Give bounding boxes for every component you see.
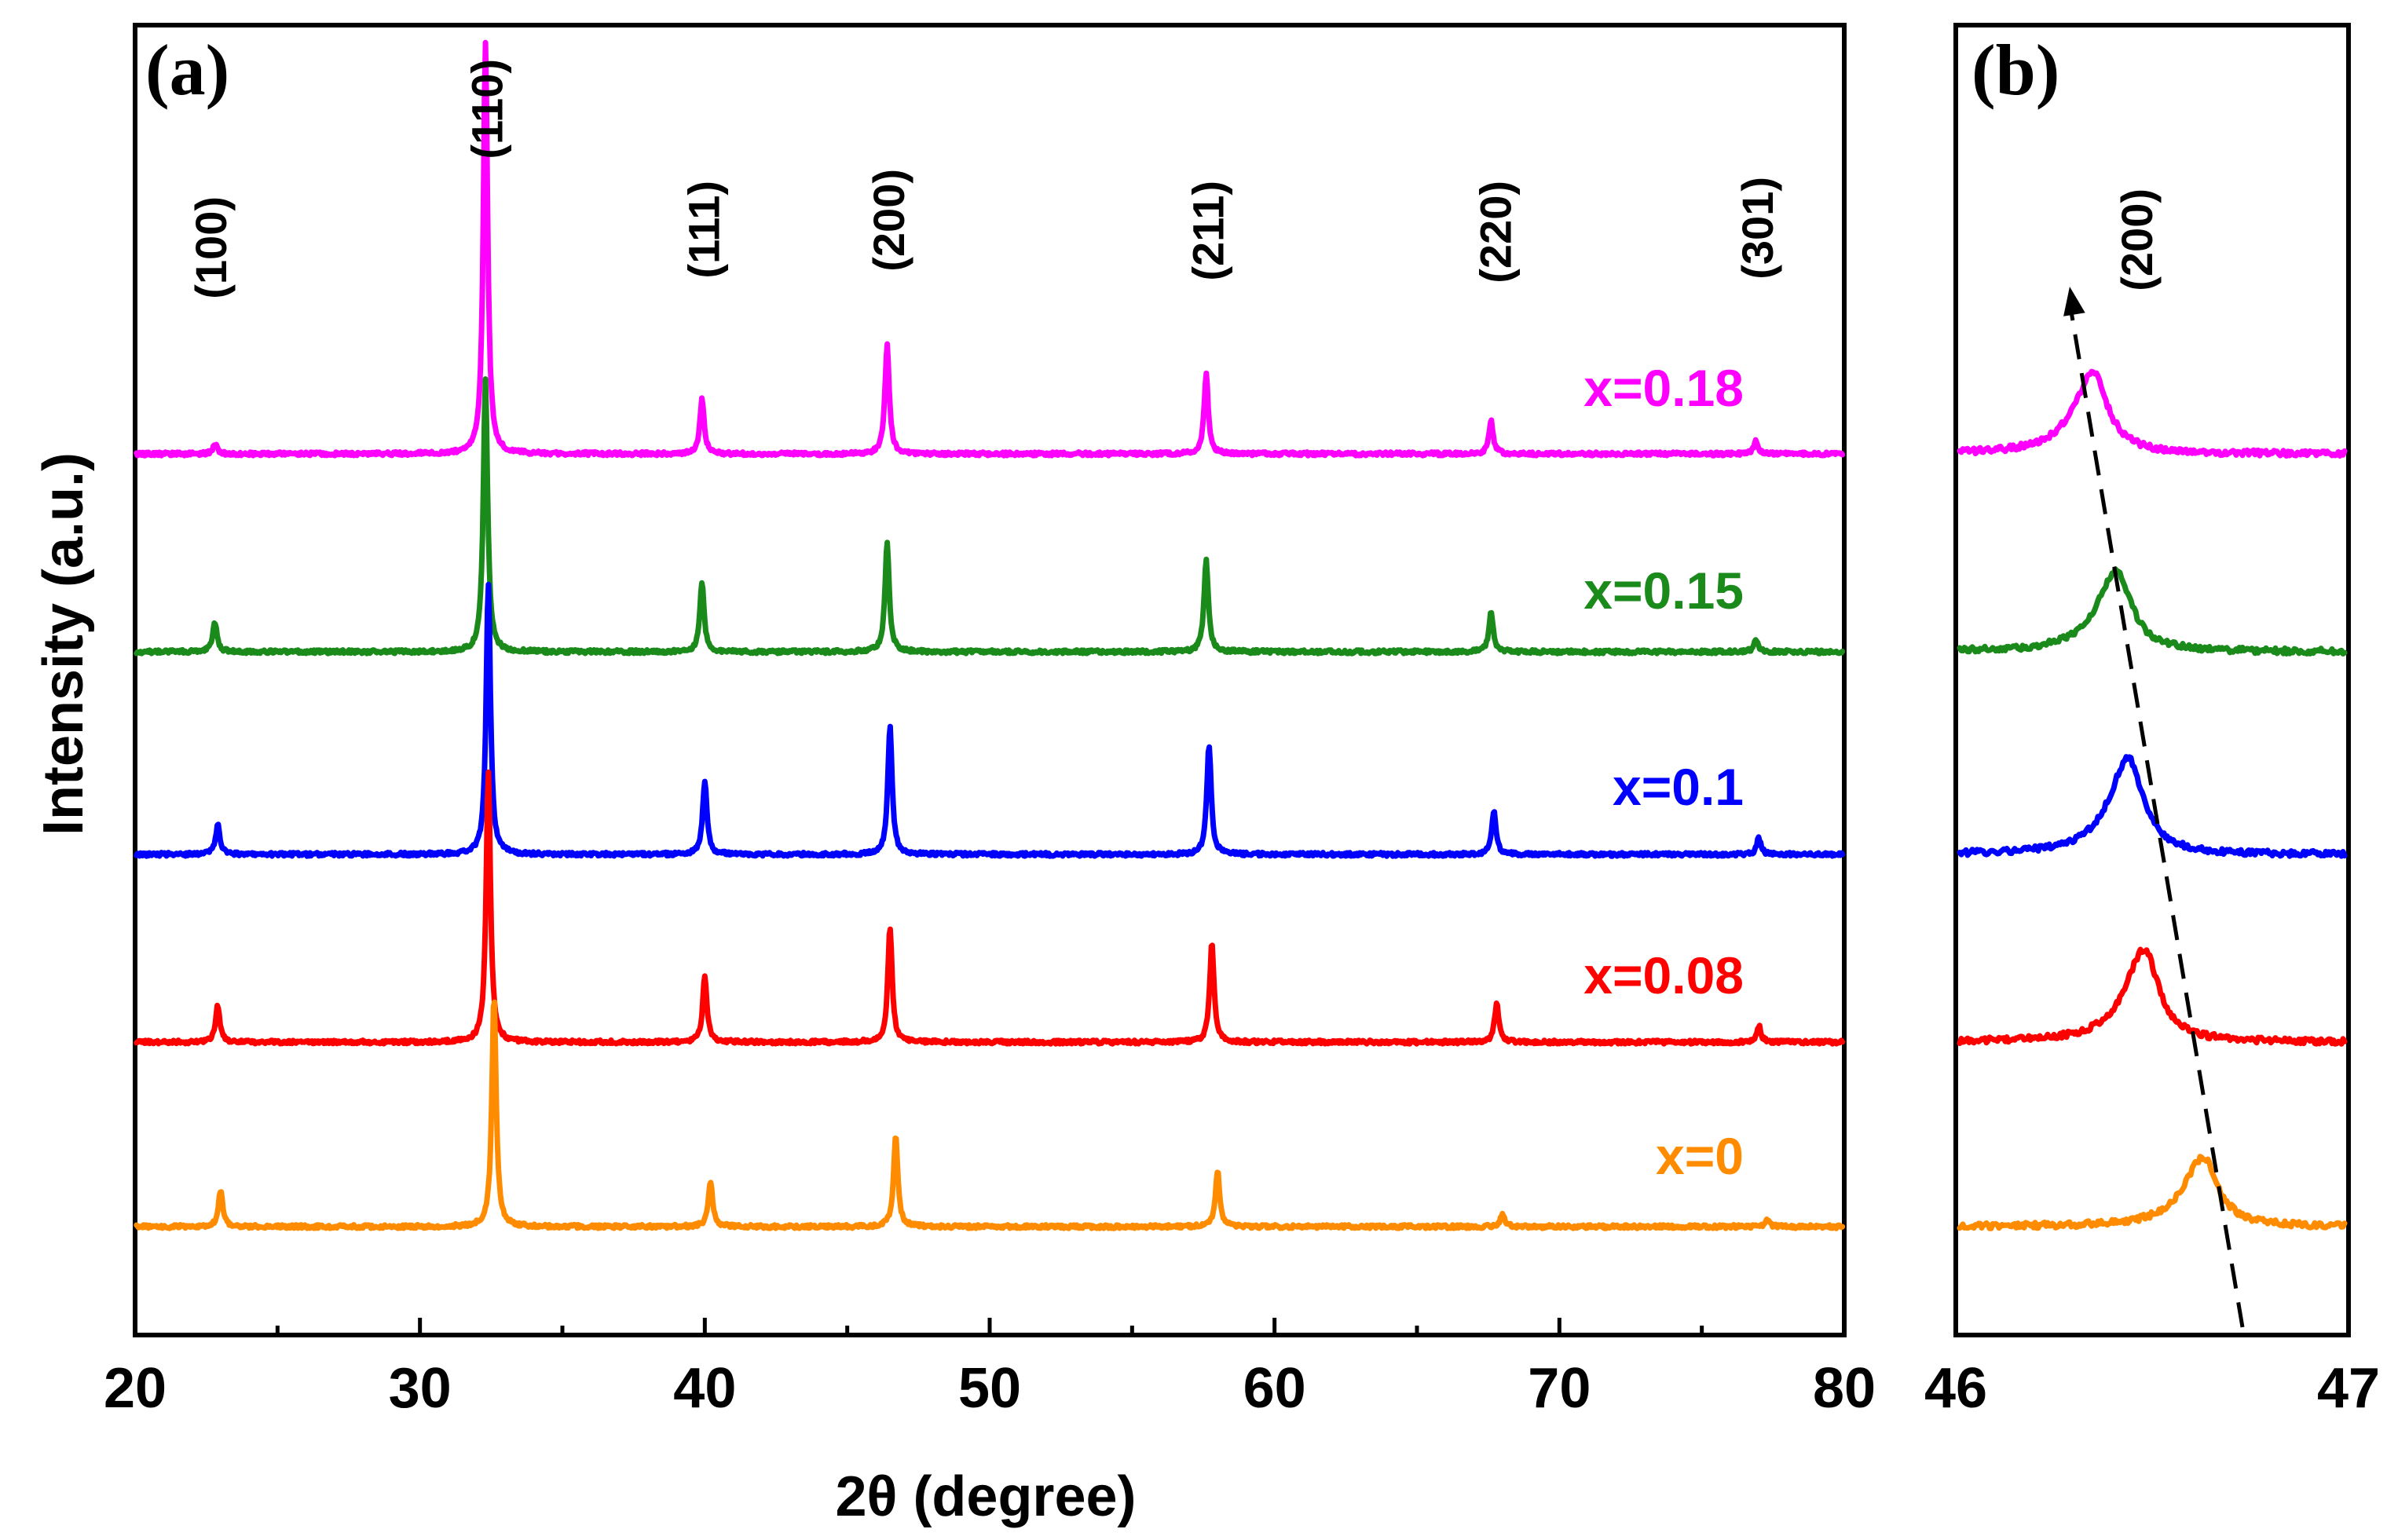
peak-label-b: (200)	[2112, 188, 2162, 291]
xrd-trace-b-x=0	[1957, 1154, 2348, 1231]
xrd-trace-x=0.1	[134, 581, 1846, 859]
xrd-trace-x=0.08	[134, 769, 1846, 1047]
series-label-x=0.15: x=0.15	[1583, 561, 1744, 620]
series-label-x=0.18: x=0.18	[1583, 359, 1744, 417]
peak-label: (211)	[1183, 181, 1232, 281]
peak-label: (111)	[679, 181, 728, 279]
panel-a: 20 30 40 50 60 70 80 x=0.18 x=0.15 x=0.1 x=0.08 x=0…	[104, 23, 1876, 1420]
x-tick-label-b: 46	[1924, 1357, 1987, 1420]
xrd-trace-x=0.18	[134, 39, 1846, 459]
peak-label: (200)	[864, 169, 913, 272]
series-label-x=0.1: x=0.1	[1613, 758, 1744, 816]
y-axis-title: Intensity (a.u.)	[32, 452, 95, 836]
series-label-x=0: x=0	[1656, 1127, 1744, 1185]
series-label-x=0.08: x=0.08	[1583, 946, 1744, 1004]
x-tick-label: 80	[1813, 1357, 1876, 1420]
x-tick-label: 50	[958, 1357, 1021, 1420]
xrd-trace-b-x=0.15	[1957, 566, 2348, 657]
x-tick-label: 40	[673, 1357, 736, 1420]
x-tick-label: 20	[104, 1357, 167, 1420]
peak-label: (110)	[463, 59, 512, 159]
x-tick-label: 70	[1528, 1357, 1591, 1420]
trend-arrowhead	[2063, 287, 2085, 316]
x-axis-title: 2θ (degree)	[835, 1465, 1136, 1528]
xrd-trace-b-x=0.18	[1957, 368, 2348, 459]
panel-b: 46 47 (200)	[1924, 23, 2380, 1420]
peak-label: (220)	[1471, 181, 1521, 283]
trend-arrow	[2067, 302, 2245, 1328]
peak-label: (301)	[1733, 177, 1782, 280]
x-tick-label-b: 47	[2317, 1357, 2380, 1420]
xrd-trace-x=0	[134, 999, 1846, 1231]
xrd-trace-b-x=0.08	[1957, 946, 2348, 1047]
panel-b-label: (b)	[1971, 30, 2059, 110]
panel-b-frame	[1953, 23, 2351, 1337]
panel-a-label: (a)	[145, 30, 229, 110]
xrd-trace-b-x=0.1	[1957, 754, 2348, 859]
xrd-trace-x=0.15	[134, 376, 1846, 657]
peak-label: (100)	[186, 196, 236, 299]
panel-a-frame	[133, 23, 1847, 1337]
x-tick-label: 60	[1243, 1357, 1306, 1420]
x-tick-label: 30	[389, 1357, 452, 1420]
